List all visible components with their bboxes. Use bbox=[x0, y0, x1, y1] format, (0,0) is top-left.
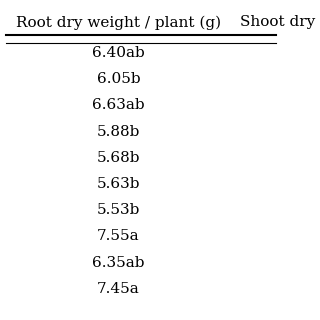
Text: Root dry weight / plant (g): Root dry weight / plant (g) bbox=[16, 15, 221, 29]
Text: 6.05b: 6.05b bbox=[97, 72, 140, 86]
Text: 5.53b: 5.53b bbox=[97, 203, 140, 217]
Text: 6.35ab: 6.35ab bbox=[92, 256, 145, 270]
Text: 6.40ab: 6.40ab bbox=[92, 46, 145, 60]
Text: 6.63ab: 6.63ab bbox=[92, 98, 145, 112]
Text: 5.68b: 5.68b bbox=[97, 151, 140, 165]
Text: 7.45a: 7.45a bbox=[97, 282, 140, 296]
Text: 7.55a: 7.55a bbox=[97, 229, 140, 244]
Text: 5.63b: 5.63b bbox=[97, 177, 140, 191]
Text: Shoot dry: Shoot dry bbox=[240, 15, 315, 29]
Text: 5.88b: 5.88b bbox=[97, 124, 140, 139]
